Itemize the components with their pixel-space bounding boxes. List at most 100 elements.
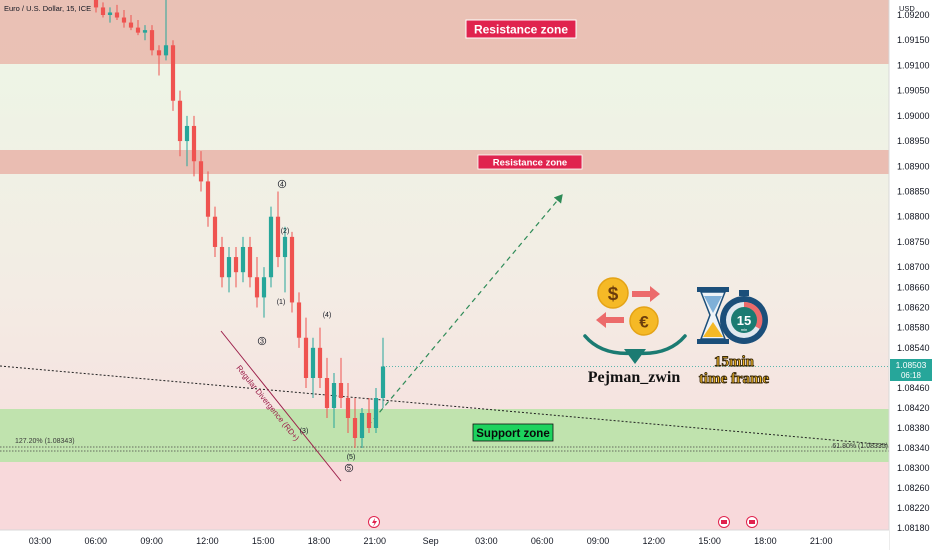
price-tick-label: 1.08300 xyxy=(897,463,930,473)
price-tick-label: 1.09100 xyxy=(897,60,930,70)
candle-body xyxy=(359,413,365,438)
candle[interactable] xyxy=(254,257,260,308)
candle[interactable] xyxy=(373,388,379,433)
lightning-icon[interactable] xyxy=(368,516,380,528)
candle-body xyxy=(177,100,183,142)
last-price-text: 1.08503 xyxy=(896,360,927,370)
countdown-text: 06:18 xyxy=(901,371,922,380)
wave-label-p4: (4) xyxy=(323,312,332,319)
candle[interactable] xyxy=(275,191,281,268)
candle-body xyxy=(324,378,330,408)
resistance-label-mid-text: Resistance zone xyxy=(493,158,567,169)
candle[interactable] xyxy=(226,246,232,293)
time-tick-label: 21:00 xyxy=(364,536,387,546)
candle[interactable] xyxy=(142,25,148,41)
candle[interactable] xyxy=(212,206,218,258)
last-price-badge: 1.08503 06:18 xyxy=(890,359,932,381)
candle-body xyxy=(240,246,246,273)
candle-body xyxy=(331,383,337,408)
candle[interactable] xyxy=(93,0,99,13)
candle[interactable] xyxy=(268,206,274,288)
candle[interactable] xyxy=(170,40,176,111)
candle[interactable] xyxy=(380,337,386,408)
candle-body xyxy=(205,181,211,217)
candle[interactable] xyxy=(114,4,120,21)
candle-body xyxy=(226,257,232,278)
time-tick-label: 21:00 xyxy=(810,536,833,546)
time-tick-label: 03:00 xyxy=(29,536,52,546)
candle-body xyxy=(247,246,253,278)
candle[interactable] xyxy=(184,115,190,167)
candle[interactable] xyxy=(331,373,337,428)
candle[interactable] xyxy=(233,246,239,288)
candle[interactable] xyxy=(296,292,302,348)
candle[interactable] xyxy=(156,45,162,76)
candle[interactable] xyxy=(338,357,344,408)
candle[interactable] xyxy=(107,7,113,23)
candle[interactable] xyxy=(317,327,323,388)
lower-background xyxy=(0,462,889,530)
candle[interactable] xyxy=(240,236,246,283)
wave-circle-3 xyxy=(257,336,267,346)
candle[interactable] xyxy=(359,408,365,448)
resistance-label-mid: Resistance zone xyxy=(477,154,583,170)
candle[interactable] xyxy=(163,0,169,61)
calendar-event-icon[interactable] xyxy=(746,516,758,528)
support-zone[interactable] xyxy=(0,409,889,462)
time-axis[interactable]: 03:00 06:00 09:00 12:00 15:00 18:00 21:00 Sep 03… xyxy=(29,536,833,546)
candle[interactable] xyxy=(289,231,295,313)
candle[interactable] xyxy=(352,398,358,448)
wave-label-circled-5: 5 xyxy=(347,466,351,473)
wave-label-p1: (1) xyxy=(277,299,286,306)
candle[interactable] xyxy=(310,337,316,398)
candle[interactable] xyxy=(366,398,372,433)
trend-line[interactable] xyxy=(0,365,890,446)
candle-body xyxy=(142,30,148,33)
candle-body xyxy=(380,366,386,398)
candle-body xyxy=(289,236,295,303)
candle-body xyxy=(268,216,274,278)
fib-label-right: 61.80% (1.08335) xyxy=(832,443,888,450)
candle-body xyxy=(100,7,106,15)
candle-body xyxy=(261,277,267,298)
time-tick-label: Sep xyxy=(423,536,439,546)
candle[interactable] xyxy=(128,15,134,31)
candle[interactable] xyxy=(121,9,127,28)
wave-label-circled-3: 3 xyxy=(260,339,264,346)
price-tick-label: 1.08900 xyxy=(897,161,930,171)
clock-number: 15 xyxy=(737,313,751,328)
candle[interactable] xyxy=(345,383,351,433)
time-tick-label: 03:00 xyxy=(475,536,498,546)
candle[interactable] xyxy=(324,357,330,418)
candle[interactable] xyxy=(177,90,183,157)
price-tick-label: 1.08850 xyxy=(897,187,930,197)
svg-text:€: € xyxy=(639,313,649,332)
resistance-zone-top[interactable] xyxy=(0,0,889,64)
price-axis[interactable]: 1.09200 1.09150 1.09100 1.09050 1.09000 1.089… xyxy=(897,10,930,533)
candle-body xyxy=(310,347,316,378)
candle-body xyxy=(184,125,190,142)
candle[interactable] xyxy=(149,25,155,56)
candle[interactable] xyxy=(247,236,253,288)
logo-timeframe-line1: 15min xyxy=(714,354,755,370)
candle-body xyxy=(317,347,323,378)
candle[interactable] xyxy=(282,226,288,293)
candle-body xyxy=(366,413,372,428)
candle[interactable] xyxy=(205,171,211,227)
candle[interactable] xyxy=(303,317,309,388)
price-tick-label: 1.08580 xyxy=(897,323,930,333)
price-tick-label: 1.09050 xyxy=(897,86,930,96)
divergence-line[interactable] xyxy=(220,330,342,482)
candle[interactable] xyxy=(100,2,106,18)
calendar-event-icon[interactable] xyxy=(718,516,730,528)
price-tick-label: 1.08380 xyxy=(897,423,930,433)
candle[interactable] xyxy=(198,151,204,192)
time-tick-label: 15:00 xyxy=(252,536,275,546)
price-tick-label: 1.08700 xyxy=(897,262,930,272)
candle-body xyxy=(114,12,120,18)
candle[interactable] xyxy=(219,236,225,288)
candle[interactable] xyxy=(191,115,197,177)
candle[interactable] xyxy=(261,267,267,318)
resistance-zone-mid[interactable] xyxy=(0,150,889,174)
candle[interactable] xyxy=(135,20,141,36)
